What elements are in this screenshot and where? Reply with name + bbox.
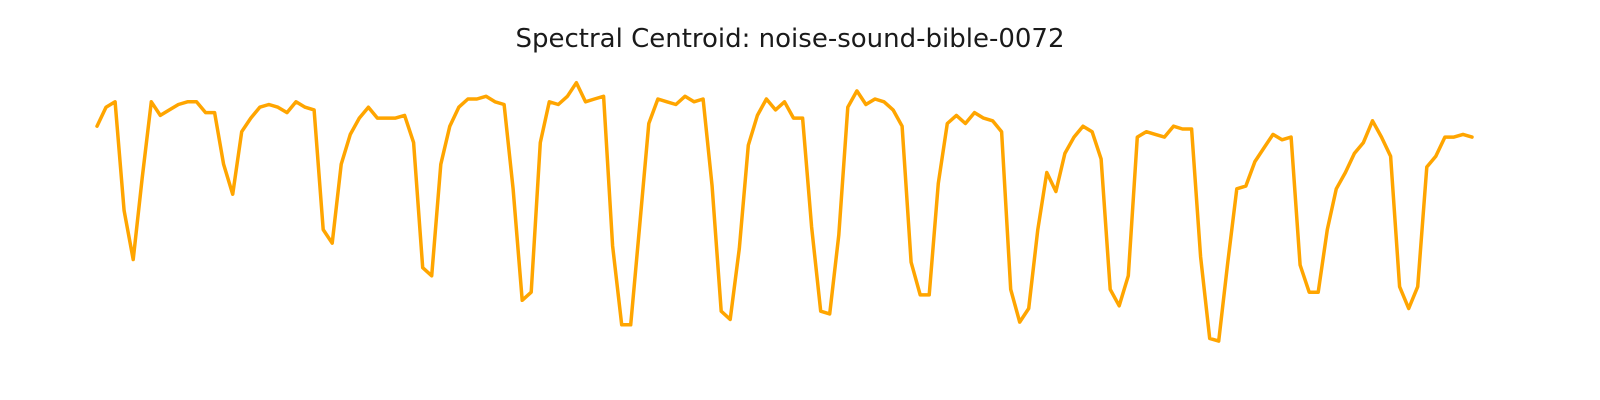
chart-title: Spectral Centroid: noise-sound-bible-007… xyxy=(515,24,1065,54)
series-line-0 xyxy=(95,80,1474,343)
series-layer xyxy=(95,80,1474,343)
